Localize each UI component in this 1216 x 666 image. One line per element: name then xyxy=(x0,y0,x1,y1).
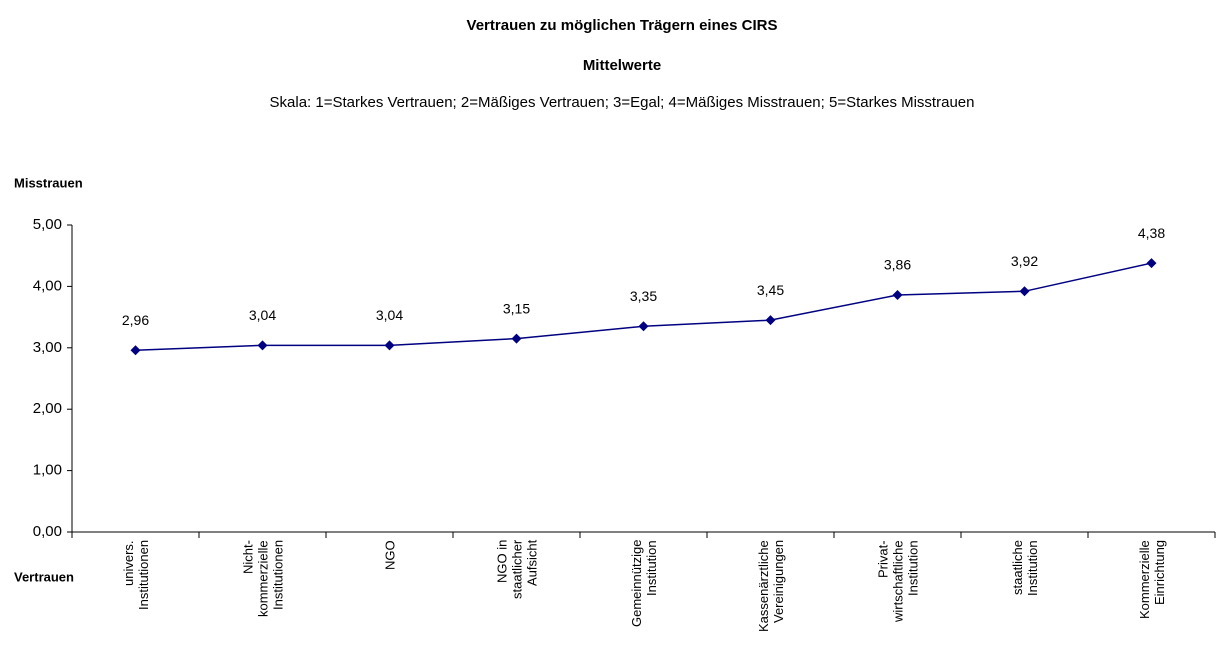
data-label: 2,96 xyxy=(122,312,149,328)
chart-subtitle: Mittelwerte xyxy=(583,57,661,74)
x-tick-label: Gemeinnützige Institution xyxy=(628,540,659,628)
y-tick-label: 1,00 xyxy=(33,462,62,479)
x-tick-label: Kassenärztliche Vereinigungen xyxy=(755,540,786,632)
y-tick-label: 3,00 xyxy=(33,339,62,356)
data-label: 3,04 xyxy=(376,307,403,323)
y-axis-label: Misstrauen xyxy=(14,175,83,190)
x-tick-label: staatliche Institution xyxy=(1009,540,1040,596)
scale-note: Skala: 1=Starkes Vertrauen; 2=Mäßiges Ve… xyxy=(270,94,975,111)
y-tick-label: 4,00 xyxy=(33,277,62,294)
data-label: 3,92 xyxy=(1011,253,1038,269)
data-label: 4,38 xyxy=(1138,225,1165,241)
data-label: 3,04 xyxy=(249,307,276,323)
x-tick-label: Kommerzielle Einrichtung xyxy=(1136,540,1167,619)
data-point xyxy=(384,340,395,351)
data-label: 3,86 xyxy=(884,257,911,273)
data-point xyxy=(257,340,268,351)
x-tick-label: Nicht- kommerzielle Institutionen xyxy=(240,540,285,617)
data-label: 3,15 xyxy=(503,300,530,316)
data-line xyxy=(135,262,1152,352)
y-tick-label: 5,00 xyxy=(33,216,62,233)
x-axis-label: Vertrauen xyxy=(14,569,74,584)
data-point xyxy=(1019,286,1030,297)
x-tick-label: univers. Institutionen xyxy=(120,540,151,611)
data-point xyxy=(892,289,903,300)
data-point xyxy=(765,315,776,326)
y-tick-label: 2,00 xyxy=(33,400,62,417)
data-point xyxy=(1146,258,1157,269)
y-tick-label: 0,00 xyxy=(33,523,62,540)
data-point xyxy=(638,321,649,332)
data-label: 3,45 xyxy=(757,282,784,298)
x-tick-label: Privat- wirtschaftliche Institution xyxy=(875,540,920,622)
x-tick-label: NGO in staatlicher Aufsicht xyxy=(494,540,539,600)
data-label: 3,35 xyxy=(630,288,657,304)
x-tick-label: NGO xyxy=(382,540,397,570)
chart-title: Vertrauen zu möglichen Trägern eines CIR… xyxy=(467,17,778,34)
data-point xyxy=(511,333,522,344)
data-point xyxy=(130,345,141,356)
